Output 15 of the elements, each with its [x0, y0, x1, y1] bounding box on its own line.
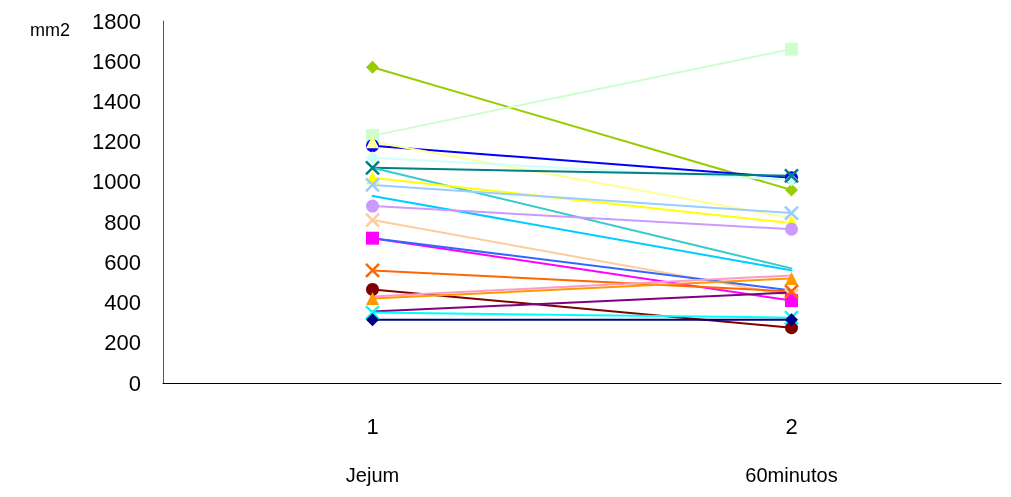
y-tick-label: 400: [104, 290, 141, 316]
y-tick-label: 1600: [92, 48, 141, 74]
text: 60minutos: [745, 464, 838, 486]
x-tick-label: 2: [785, 413, 798, 439]
y-tick-label: 1200: [92, 129, 141, 155]
y-tick-label: 1800: [92, 8, 141, 34]
y-tick-label: 1000: [92, 169, 141, 195]
y-tick-label: 0: [128, 370, 141, 396]
x-tick-label: 1: [366, 413, 379, 439]
y-axis-title: mm2: [30, 20, 70, 40]
y-tick-label: 1400: [92, 88, 141, 114]
y-tick-label: 600: [104, 249, 141, 275]
y-tick-label: 800: [104, 209, 141, 235]
y-tick-label: 200: [104, 330, 141, 356]
text: Jejum: [345, 464, 400, 486]
